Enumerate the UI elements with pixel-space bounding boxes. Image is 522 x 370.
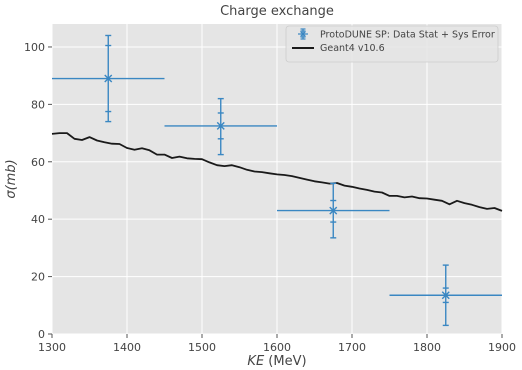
y-tick-label: 60 (31, 156, 45, 169)
legend-label-model: Geant4 v10.6 (320, 43, 385, 54)
data-point (164, 97, 277, 156)
point-marker (216, 121, 225, 130)
y-tick-label: 80 (31, 98, 45, 111)
legend-marker-x (300, 31, 306, 37)
x-axis-label: KE (MeV) (247, 354, 306, 369)
model-layer (51, 132, 503, 212)
tick-labels: 1300 1400 1500 1600 1700 1800 1900 0 20 40 60 80 100 (24, 41, 516, 354)
x-tick-label: 1800 (413, 341, 441, 354)
point-marker (104, 74, 113, 83)
x-tick-label: 1700 (338, 341, 366, 354)
y-tick-label: 20 (31, 271, 45, 284)
data-point (277, 182, 390, 239)
x-tick-label: 1400 (113, 341, 141, 354)
x-tick-label: 1500 (188, 341, 216, 354)
y-tick-label: 0 (38, 328, 45, 341)
x-tick-label: 1600 (263, 341, 291, 354)
x-tick-label: 1900 (488, 341, 516, 354)
data-layer (52, 34, 502, 327)
legend-label-data: ProtoDUNE SP: Data Stat + Sys Error (320, 30, 495, 41)
data-point (389, 264, 502, 327)
model-curve (51, 132, 503, 212)
x-tick-label: 1300 (38, 341, 66, 354)
legend-box (285, 25, 499, 63)
data-point (52, 34, 165, 123)
legend: ProtoDUNE SP: Data Stat + Sys Error Gean… (285, 25, 499, 63)
point-marker (329, 206, 338, 215)
y-tick-label: 40 (31, 213, 45, 226)
legend-data-marker (298, 28, 308, 40)
y-tick-label: 100 (24, 41, 45, 54)
y-axis-label: σ(mb) (4, 159, 19, 198)
point-marker (441, 291, 450, 300)
chart-title: Charge exchange (220, 4, 334, 19)
